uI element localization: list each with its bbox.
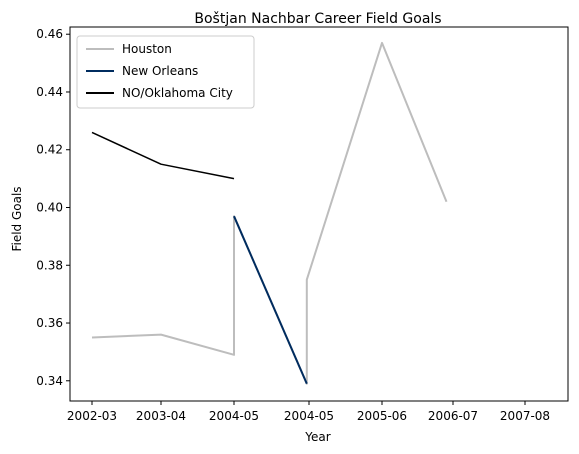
legend-box: [76, 35, 255, 109]
legend-label: New Orleans: [122, 64, 198, 78]
series-line-new-orleans: [233, 215, 308, 385]
x-axis-label: Year: [304, 430, 330, 444]
y-tick-label: 0.36: [36, 316, 63, 330]
y-tick-label: 0.44: [36, 85, 63, 99]
x-tick-label: 2004-05: [209, 409, 259, 423]
x-axis: 2002-03 2003-04 2004-05 2004-05 2005-06 2006-…: [67, 401, 550, 423]
y-tick-label: 0.40: [36, 201, 63, 215]
y-tick-label: 0.38: [36, 258, 63, 272]
y-axis: 0.34 0.36 0.38 0.40 0.42 0.44 0.46: [36, 27, 70, 388]
series-line-no-oklahoma-city: [91, 131, 235, 180]
x-tick-label: 2005-06: [357, 409, 407, 423]
y-tick-label: 0.46: [36, 27, 63, 41]
x-tick-label: 2002-03: [67, 409, 117, 423]
x-tick-label: 2004-05: [284, 409, 334, 423]
legend-label: Houston: [122, 42, 172, 56]
x-tick-label: 2006-07: [428, 409, 478, 423]
plot-frame: [69, 26, 569, 402]
legend-label: NO/Oklahoma City: [122, 86, 233, 100]
y-tick-label: 0.42: [36, 143, 63, 157]
x-tick-label: 2007-08: [500, 409, 550, 423]
x-tick-label: 2003-04: [136, 409, 186, 423]
chart-title: Boštjan Nachbar Career Field Goals: [194, 11, 441, 27]
y-tick-label: 0.34: [36, 374, 63, 388]
y-axis-label: Field Goals: [10, 186, 24, 251]
legend: Houston New Orleans NO/Oklahoma City: [76, 35, 255, 109]
plot-area: [91, 41, 448, 385]
